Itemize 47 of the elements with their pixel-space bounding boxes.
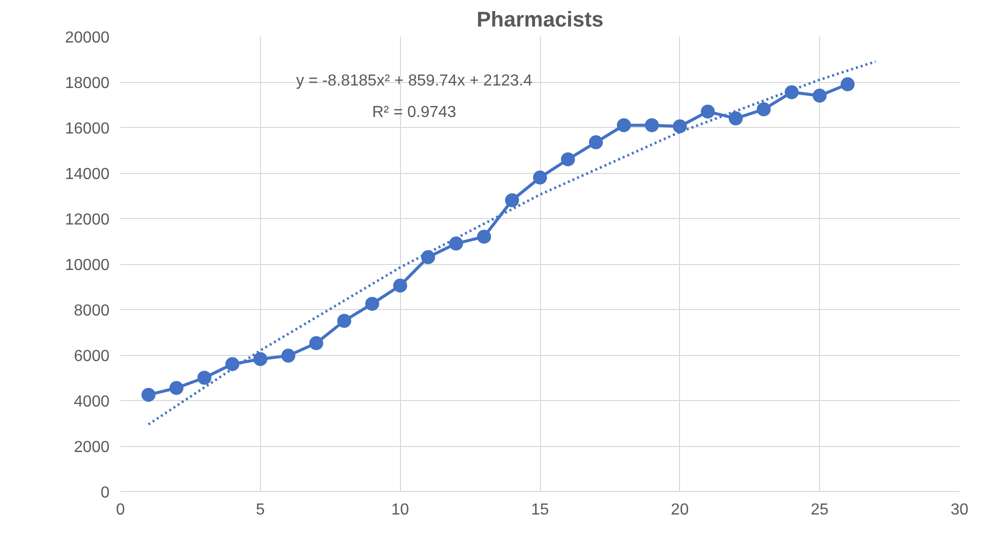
y-tick-label: 6000 xyxy=(74,348,110,365)
y-tick-label: 2000 xyxy=(74,439,110,456)
y-tick-label: 14000 xyxy=(65,166,110,183)
y-tick-label: 16000 xyxy=(65,120,110,138)
point xyxy=(505,193,520,208)
y-tick-label: 8000 xyxy=(74,302,110,320)
annotation: R² = 0.9743 xyxy=(372,104,456,122)
x-tick-label: 5 xyxy=(256,502,265,518)
point xyxy=(477,230,492,244)
point xyxy=(588,135,603,150)
point xyxy=(281,348,296,363)
x-tick-label: 0 xyxy=(116,502,126,518)
point xyxy=(533,170,547,185)
y-tick-label: 0 xyxy=(100,484,110,502)
y-tick-label: 18000 xyxy=(65,75,110,92)
point xyxy=(337,314,352,328)
annotation: y = -8.8185x² + 859.74x + 2123.4 xyxy=(296,72,532,90)
y-tick-label: 20000 xyxy=(65,30,110,46)
y-tick-label: 12000 xyxy=(65,212,110,228)
x-tick-label: 10 xyxy=(391,502,410,518)
point xyxy=(616,118,631,132)
point xyxy=(197,370,212,385)
x-tick-label: 15 xyxy=(531,502,549,518)
x-tick-label: 25 xyxy=(810,502,829,518)
x-tick-label: 30 xyxy=(950,502,968,518)
point xyxy=(309,336,324,350)
y-tick-label: 4000 xyxy=(74,394,110,410)
point xyxy=(812,88,827,103)
point xyxy=(784,85,799,100)
point xyxy=(393,278,408,293)
chart-title: Pharmacists xyxy=(476,8,604,32)
point xyxy=(421,250,436,264)
point xyxy=(756,102,771,116)
point xyxy=(365,296,380,311)
point xyxy=(560,152,575,166)
point xyxy=(700,104,715,119)
point xyxy=(728,111,743,126)
point xyxy=(644,118,659,132)
point xyxy=(225,357,240,372)
point xyxy=(672,119,687,134)
y-tick-label: 10000 xyxy=(65,257,110,274)
point xyxy=(141,388,156,402)
point xyxy=(253,352,268,366)
point xyxy=(840,77,855,92)
point xyxy=(169,381,184,395)
point xyxy=(449,236,464,251)
x-tick-label: 20 xyxy=(670,502,689,518)
